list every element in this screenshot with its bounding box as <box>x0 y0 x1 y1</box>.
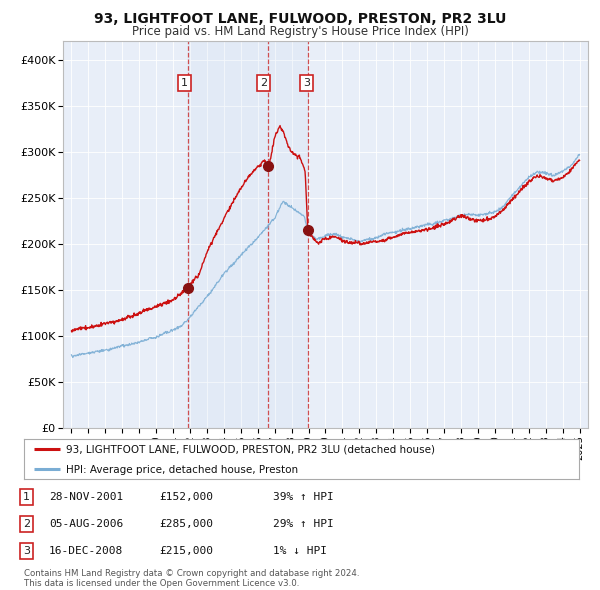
Text: £285,000: £285,000 <box>159 519 213 529</box>
Text: £215,000: £215,000 <box>159 546 213 556</box>
Text: £152,000: £152,000 <box>159 492 213 502</box>
Text: 2: 2 <box>23 519 30 529</box>
Text: 1: 1 <box>181 78 188 88</box>
Text: 39% ↑ HPI: 39% ↑ HPI <box>273 492 334 502</box>
Text: 2: 2 <box>260 78 267 88</box>
Text: 05-AUG-2006: 05-AUG-2006 <box>49 519 124 529</box>
Text: Contains HM Land Registry data © Crown copyright and database right 2024.
This d: Contains HM Land Registry data © Crown c… <box>24 569 359 588</box>
Text: 1: 1 <box>23 492 30 502</box>
Text: 16-DEC-2008: 16-DEC-2008 <box>49 546 124 556</box>
Text: Price paid vs. HM Land Registry's House Price Index (HPI): Price paid vs. HM Land Registry's House … <box>131 25 469 38</box>
Text: 3: 3 <box>23 546 30 556</box>
Text: 29% ↑ HPI: 29% ↑ HPI <box>273 519 334 529</box>
Bar <box>188 41 308 428</box>
Text: HPI: Average price, detached house, Preston: HPI: Average price, detached house, Pres… <box>65 465 298 475</box>
Text: 28-NOV-2001: 28-NOV-2001 <box>49 492 124 502</box>
Text: 1% ↓ HPI: 1% ↓ HPI <box>273 546 327 556</box>
Text: 3: 3 <box>302 78 310 88</box>
Text: 93, LIGHTFOOT LANE, FULWOOD, PRESTON, PR2 3LU: 93, LIGHTFOOT LANE, FULWOOD, PRESTON, PR… <box>94 12 506 26</box>
Text: 93, LIGHTFOOT LANE, FULWOOD, PRESTON, PR2 3LU (detached house): 93, LIGHTFOOT LANE, FULWOOD, PRESTON, PR… <box>65 445 434 455</box>
